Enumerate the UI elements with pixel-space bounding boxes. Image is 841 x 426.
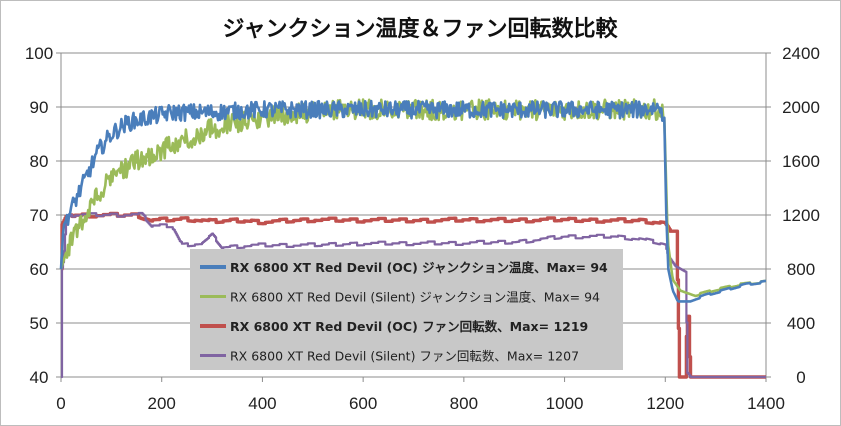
x-tick-label-6: 1200 — [646, 394, 684, 413]
y2-tick-label-2: 800 — [787, 260, 815, 279]
series-line-3 — [60, 211, 767, 379]
y-tick-label-5: 90 — [30, 98, 49, 117]
x-tick-label-3: 600 — [349, 394, 377, 413]
x-tick-label-4: 800 — [450, 394, 478, 413]
chart-title: ジャンクション温度＆ファン回転数比較 — [223, 16, 619, 42]
y-tick-label-6: 100 — [25, 44, 53, 63]
x-tick-label-2: 400 — [248, 394, 276, 413]
x-tick-label-5: 1000 — [546, 394, 584, 413]
legend-label-2: RX 6800 XT Red Devil (OC) ファン回転数、Max= 12… — [230, 319, 588, 334]
legend-label-1: RX 6800 XT Red Devil (Silent) ジャンクション温度、… — [230, 290, 600, 305]
y2-tick-label-4: 1600 — [782, 152, 820, 171]
y-tick-label-3: 70 — [30, 206, 49, 225]
y-tick-label-1: 50 — [30, 314, 49, 333]
y2-tick-label-3: 1200 — [782, 206, 820, 225]
y-tick-label-2: 60 — [30, 260, 49, 279]
series-lines — [59, 98, 767, 379]
series-line-0 — [59, 99, 767, 303]
legend: RX 6800 XT Red Devil (OC) ジャンクション温度、Max=… — [190, 249, 623, 370]
series-line-2 — [60, 211, 767, 379]
legend-box — [190, 249, 623, 370]
x-tick-label-0: 0 — [56, 394, 65, 413]
x-tick-label-1: 200 — [148, 394, 176, 413]
y2-tick-label-1: 400 — [787, 314, 815, 333]
legend-label-3: RX 6800 XT Red Devil (Silent) ファン回転数、Max… — [230, 349, 579, 364]
y-tick-label-0: 40 — [30, 368, 49, 387]
y-tick-label-4: 80 — [30, 152, 49, 171]
y2-tick-label-5: 2000 — [782, 98, 820, 117]
y2-tick-label-0: 0 — [796, 368, 805, 387]
y2-tick-label-6: 2400 — [782, 44, 820, 63]
x-tick-label-7: 1400 — [747, 394, 785, 413]
legend-label-0: RX 6800 XT Red Devil (OC) ジャンクション温度、Max=… — [230, 260, 608, 275]
